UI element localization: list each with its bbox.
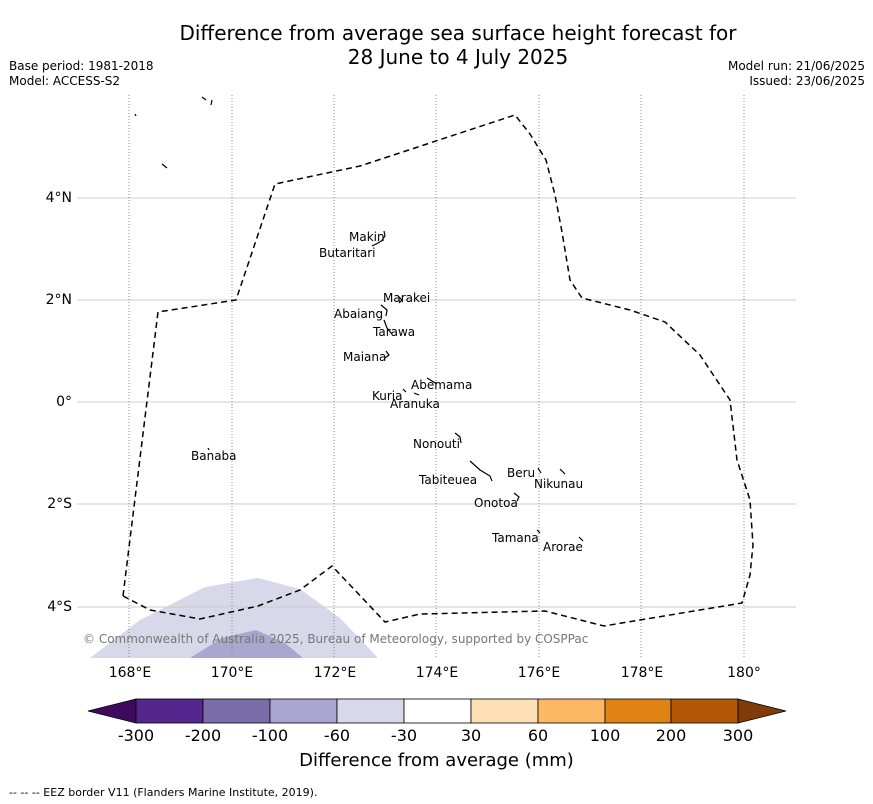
island-label-tarawa: Tarawa bbox=[372, 325, 415, 339]
island-shape-arorae bbox=[578, 536, 584, 542]
colorbar-bin-8 bbox=[604, 698, 672, 724]
title-line-2: 28 June to 4 July 2025 bbox=[347, 45, 569, 69]
eez-border bbox=[122, 114, 754, 627]
island-shape-kuria bbox=[402, 388, 407, 393]
lat-tick-2n: 2°N bbox=[45, 292, 72, 308]
island-shape-marakei bbox=[397, 295, 403, 304]
island-shape-nonouti bbox=[454, 432, 462, 444]
colorbar-bin-1 bbox=[135, 698, 204, 724]
island-shape-tabiteuea bbox=[469, 460, 493, 482]
island-label-nonouti: Nonouti bbox=[413, 437, 460, 451]
lat-tick-2s: 2°S bbox=[47, 496, 72, 512]
island-shape-abaiang bbox=[380, 304, 388, 317]
lon-tick-172e: 172°E bbox=[313, 665, 357, 681]
eez-footnote: -- -- -- EEZ border V11 (Flanders Marine… bbox=[9, 786, 318, 799]
island-label-abaiang: Abaiang bbox=[334, 307, 383, 321]
island-shape-beru bbox=[537, 467, 542, 474]
model-name: Model: ACCESS-S2 bbox=[9, 74, 121, 88]
lat-tick-4n: 4°N bbox=[45, 190, 72, 206]
island-label-makin: Makin bbox=[349, 230, 385, 244]
lon-tick-176e: 176°E bbox=[517, 665, 561, 681]
colorbar-bin-3 bbox=[269, 698, 338, 724]
anomaly-region-medium bbox=[190, 630, 303, 658]
colorbar-bin-9 bbox=[670, 698, 739, 724]
title-line-1: Difference from average sea surface heig… bbox=[179, 21, 737, 45]
island-label-kuria: Kuria bbox=[372, 389, 403, 403]
island-shape-north-3 bbox=[161, 163, 168, 169]
island-label-nikunau: Nikunau bbox=[534, 477, 583, 491]
island-shape-maiana bbox=[384, 350, 390, 359]
colorbar-tick-minus-300: -300 bbox=[117, 726, 155, 745]
meta-right: Model run: 21/06/2025 Issued: 23/06/2025 bbox=[728, 59, 865, 89]
colorbar-bin-5 bbox=[403, 698, 472, 724]
colorbar bbox=[87, 698, 787, 724]
colorbar-tick-60: 60 bbox=[527, 726, 549, 745]
anomaly-region-light bbox=[90, 578, 378, 658]
island-label-tamana: Tamana bbox=[491, 531, 539, 545]
colorbar-extend-high bbox=[737, 698, 787, 724]
colorbar-bin-7 bbox=[537, 698, 606, 724]
island-shape-tarawa bbox=[383, 319, 393, 335]
colorbar-bin-2 bbox=[202, 698, 271, 724]
lat-tick-4s: 4°S bbox=[47, 599, 72, 615]
colorbar-bin-4 bbox=[336, 698, 405, 724]
issued-date: Issued: 23/06/2025 bbox=[749, 74, 865, 88]
colorbar-tick-minus-60: -60 bbox=[323, 726, 351, 745]
colorbar-tick-300: 300 bbox=[722, 726, 754, 745]
lat-tick-0: 0° bbox=[56, 394, 72, 410]
island-shape-onotoa bbox=[513, 492, 520, 502]
colorbar-tick-minus-100: -100 bbox=[251, 726, 289, 745]
lon-tick-178e: 178°E bbox=[620, 665, 664, 681]
colorbar-bin-6 bbox=[470, 698, 539, 724]
meta-left: Base period: 1981-2018 Model: ACCESS-S2 bbox=[9, 59, 154, 89]
copyright-credit: © Commonwealth of Australia 2025, Bureau… bbox=[83, 632, 589, 646]
chart-title: Difference from average sea surface heig… bbox=[0, 21, 873, 69]
lon-tick-168e: 168°E bbox=[108, 665, 152, 681]
island-shape-north-1 bbox=[134, 113, 137, 117]
island-label-aranuka: Aranuka bbox=[390, 397, 440, 411]
island-shape-aranuka bbox=[413, 392, 420, 396]
lon-tick-180: 180° bbox=[727, 665, 761, 681]
island-shape-banaba bbox=[207, 447, 210, 451]
island-label-butaritari: Butaritari bbox=[319, 246, 376, 260]
model-run: Model run: 21/06/2025 bbox=[727, 59, 865, 73]
colorbar-tick-30: 30 bbox=[460, 726, 482, 745]
island-label-tabiteuea: Tabiteuea bbox=[418, 473, 477, 487]
island-shape-north-2 bbox=[201, 96, 213, 106]
island-shape-makin bbox=[381, 230, 386, 241]
lon-tick-170e: 170°E bbox=[210, 665, 254, 681]
base-period: Base period: 1981-2018 bbox=[9, 59, 154, 73]
colorbar-extend-low bbox=[87, 698, 137, 724]
island-shape-tamana bbox=[536, 529, 541, 534]
colorbar-tick-minus-30: -30 bbox=[390, 726, 418, 745]
colorbar-tick-minus-200: -200 bbox=[184, 726, 222, 745]
island-label-beru: Beru bbox=[507, 466, 535, 480]
island-label-abemama: Abemama bbox=[411, 378, 472, 392]
colorbar-label: Difference from average (mm) bbox=[299, 750, 574, 771]
island-shape-nikunau bbox=[559, 468, 566, 475]
island-label-arorae: Arorae bbox=[543, 540, 583, 554]
colorbar-tick-100: 100 bbox=[589, 726, 621, 745]
island-label-maiana: Maiana bbox=[343, 350, 386, 364]
island-shape-butaritari bbox=[371, 239, 384, 247]
colorbar-tick-200: 200 bbox=[655, 726, 687, 745]
lon-tick-174e: 174°E bbox=[415, 665, 459, 681]
island-shape-abemama bbox=[426, 377, 438, 385]
island-label-onotoa: Onotoa bbox=[474, 496, 518, 510]
island-label-banaba: Banaba bbox=[191, 449, 237, 463]
island-label-marakei: Marakei bbox=[383, 291, 430, 305]
